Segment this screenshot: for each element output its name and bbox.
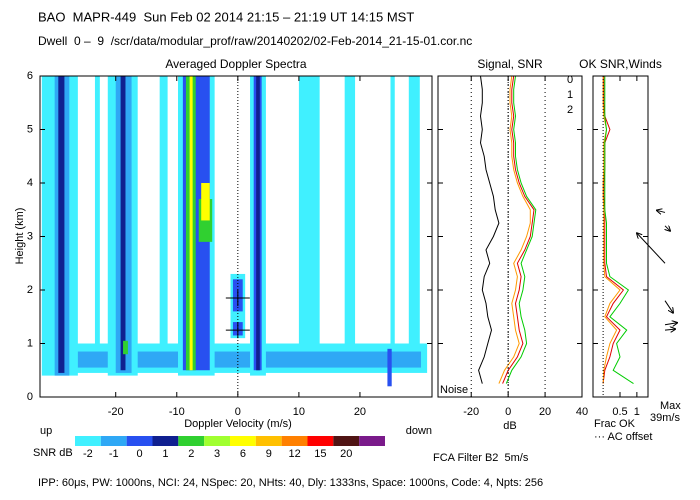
- colorbar-tick-label: 9: [266, 448, 272, 460]
- params-label: IPP: 60μs, PW: 1000ns, NCI: 24, NSpec: 2…: [38, 477, 543, 489]
- spectrum-cell: [256, 76, 260, 371]
- colorbar-tick-label: 6: [240, 448, 246, 460]
- y-tick-label: 0: [27, 391, 33, 403]
- colorbar-box: [75, 436, 101, 446]
- x-tick-label: 20: [539, 406, 551, 418]
- left-label: up: [40, 425, 52, 437]
- colorbar-tick-label: 12: [288, 448, 300, 460]
- wind-arrow: [664, 323, 677, 325]
- spectrum-cell: [201, 183, 210, 221]
- y-tick-label: 3: [27, 230, 33, 242]
- x-axis-title: Frac OK: [594, 418, 636, 430]
- x-tick-label: -20: [108, 406, 124, 418]
- x-tick-label: 0.5: [612, 406, 627, 418]
- y-tick-label: 4: [27, 177, 33, 189]
- profile-line: [502, 75, 535, 384]
- colorbar-box: [126, 436, 153, 446]
- colorbar-tick-label: -1: [109, 448, 119, 460]
- legend-entry: 2: [567, 104, 573, 116]
- colorbar-box: [204, 436, 230, 446]
- colorbar-tick-label: 20: [340, 448, 352, 460]
- x-tick-label: -10: [169, 406, 185, 418]
- x-tick-label: 1: [634, 406, 640, 418]
- colorbar-tick-label: 3: [214, 448, 220, 460]
- colorbar-label: SNR dB: [33, 447, 73, 459]
- spectrum-cell: [94, 76, 100, 344]
- x-tick-label: 10: [293, 406, 305, 418]
- wind-arrow: [665, 226, 670, 231]
- spectrum-cell: [54, 351, 422, 368]
- profile-line: [604, 76, 634, 385]
- wind-arrow: [637, 233, 666, 264]
- colorbar-box: [178, 436, 205, 446]
- spectrum-cell: [387, 348, 392, 387]
- x-tick-label: 40: [576, 406, 588, 418]
- colorbar-tick-label: 2: [188, 448, 194, 460]
- spectrum-cell: [58, 76, 65, 373]
- colorbar-box: [152, 436, 179, 446]
- spectrum-cell: [189, 76, 193, 371]
- panel-title: Signal, SNR: [477, 57, 543, 71]
- colorbar-tick-label: -2: [83, 448, 93, 460]
- header-dwell: Dwell 0 – 9 /scr/data/modular_prof/raw/2…: [38, 34, 472, 48]
- frame: [39, 75, 433, 398]
- panel-title: Averaged Doppler Spectra: [165, 57, 307, 71]
- wind-arrow: [664, 300, 673, 313]
- y-tick-label: 5: [27, 123, 33, 135]
- wind-arrow: [657, 210, 666, 212]
- ac-offset-note: ··· AC offset: [594, 431, 652, 443]
- frame: [592, 75, 649, 398]
- spectrum-cell: [390, 76, 395, 344]
- colorbar-tick-label: 0: [137, 448, 143, 460]
- y-tick-label: 1: [27, 337, 33, 349]
- x-tick-label: 20: [354, 406, 366, 418]
- y-tick-label: 2: [27, 284, 33, 296]
- x-axis-title: Doppler Velocity (m/s): [184, 418, 292, 430]
- profile-line: [498, 75, 531, 384]
- profile-line: [505, 75, 537, 384]
- spectrum-cell: [344, 76, 356, 349]
- spectrum-cell: [408, 76, 420, 349]
- max-wind-label: 39m/s: [650, 412, 680, 424]
- colorbar-box: [333, 436, 360, 446]
- x-tick-label: 0: [505, 406, 511, 418]
- filter-label: FCA Filter B2 5m/s: [433, 452, 529, 464]
- spectrum-cell: [159, 76, 168, 344]
- wind-arrow: [664, 329, 675, 330]
- noise-label: Noise: [440, 384, 468, 396]
- colorbar-tick-label: 15: [314, 448, 326, 460]
- right-label: down: [406, 425, 432, 437]
- colorbar-box: [307, 436, 334, 446]
- colorbar-box: [100, 436, 127, 446]
- spectrum-cell: [298, 76, 320, 349]
- colorbar-box: [230, 436, 256, 446]
- colorbar-box: [359, 436, 385, 446]
- colorbar-tick-label: 1: [162, 448, 168, 460]
- spectrum-cell: [120, 76, 126, 371]
- header-title: BAO MAPR-449 Sun Feb 02 2014 21:15 – 21:…: [38, 9, 414, 24]
- x-axis-title: dB: [503, 420, 516, 432]
- spectrum-cell: [123, 340, 128, 355]
- panel-title: OK SNR,Winds: [579, 57, 662, 71]
- max-label: Max: [660, 400, 681, 412]
- frame: [437, 75, 583, 398]
- profile-line: [478, 75, 500, 384]
- y-tick-label: 6: [27, 70, 33, 82]
- profile-line: [602, 76, 625, 384]
- legend-entry: 0: [567, 74, 573, 86]
- x-tick-label: -20: [463, 406, 479, 418]
- y-axis-title: Height (km): [14, 208, 26, 265]
- colorbar-box: [255, 436, 282, 446]
- x-tick-label: 0: [235, 406, 241, 418]
- colorbar-box: [281, 436, 308, 446]
- legend-entry: 1: [567, 89, 573, 101]
